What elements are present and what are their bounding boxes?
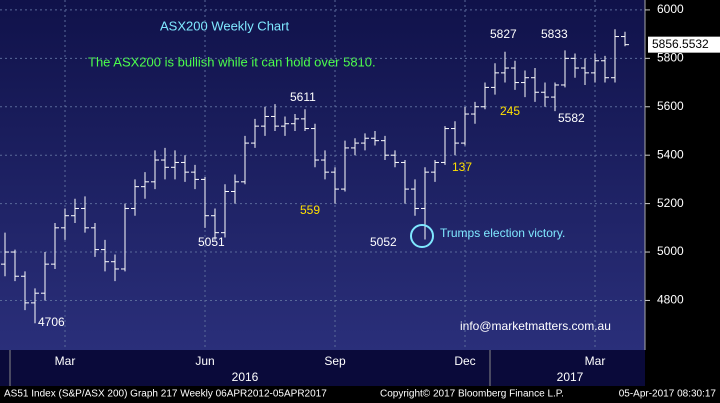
last-price-box	[648, 36, 720, 53]
x-axis-area	[0, 350, 645, 386]
y-tick-label: 5800	[657, 51, 684, 65]
annotation: 5582	[558, 111, 585, 125]
footer-right: 05-Apr-2017 08:30:17	[619, 389, 717, 400]
x-tick-label: Mar	[55, 354, 76, 368]
annotation: info@marketmatters.com.au	[460, 319, 611, 333]
x-tick-label: Sep	[324, 354, 346, 368]
annotation-circle	[410, 224, 434, 248]
footer-mid: Copyright© 2017 Bloomberg Finance L.P.	[380, 389, 564, 400]
annotation: 559	[300, 203, 320, 217]
y-tick-label: 4800	[657, 293, 684, 307]
annotation: 245	[500, 104, 520, 118]
year-label: 2016	[232, 370, 259, 384]
annotation: 5611	[290, 90, 316, 104]
annotation: 137	[452, 160, 472, 174]
annotation: 5833	[541, 27, 568, 41]
chart-title: ASX200 Weekly Chart	[160, 18, 289, 33]
y-tick-label: 5400	[657, 147, 684, 161]
chart-subtitle: The ASX200 is bullish while it can hold …	[88, 54, 376, 69]
annotation: 5051	[198, 235, 225, 249]
x-tick-label: Dec	[454, 354, 475, 368]
y-tick-label: 5200	[657, 196, 684, 210]
annotation: 4706	[38, 315, 65, 329]
y-tick-label: 6000	[657, 2, 684, 16]
y-tick-label: 5000	[657, 244, 684, 258]
last-price-label: 5856.5532	[652, 37, 709, 51]
x-tick-label: Mar	[585, 354, 606, 368]
y-tick-label: 5600	[657, 99, 684, 113]
plot-area	[0, 0, 645, 350]
annotation: Trumps election victory.	[440, 226, 565, 240]
footer-left: AS51 Index (S&P/ASX 200) Graph 217 Weekl…	[4, 389, 327, 400]
annotation: 5827	[490, 27, 517, 41]
annotation: 5052	[370, 235, 397, 249]
x-tick-label: Jun	[195, 354, 214, 368]
year-label: 2017	[557, 370, 584, 384]
